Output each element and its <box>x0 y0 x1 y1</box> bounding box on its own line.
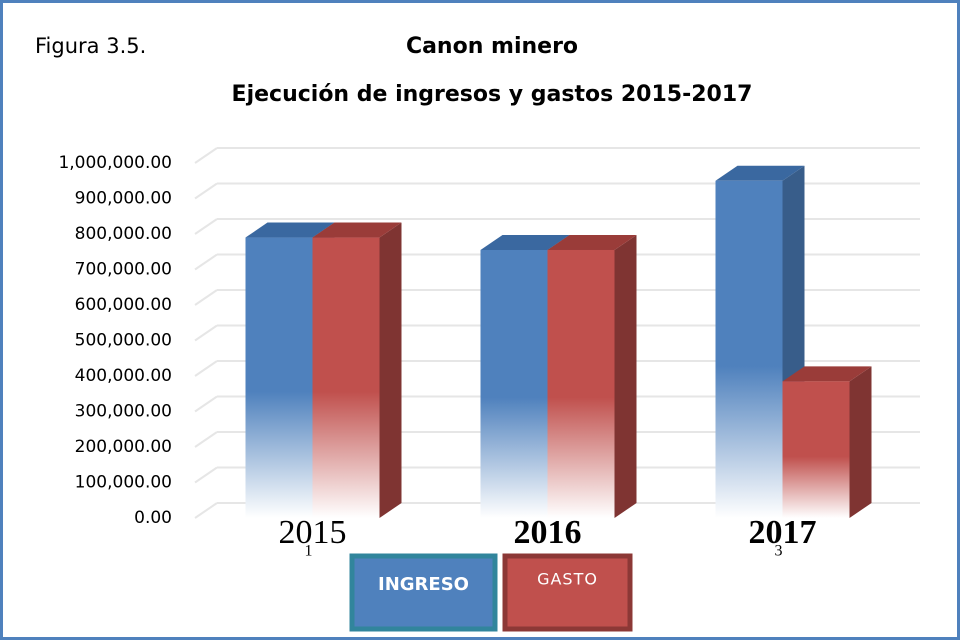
bar-side <box>614 234 637 518</box>
grid-line-side <box>194 147 218 164</box>
legend-label: INGRESO <box>378 574 469 595</box>
grid-line-side <box>194 502 218 519</box>
y-tick-label: 500,000.00 <box>75 331 172 351</box>
grid-line-side <box>194 253 218 271</box>
legend-swatch <box>349 553 498 632</box>
grid-line-side <box>194 466 218 484</box>
y-tick-label: 700,000.00 <box>75 260 172 280</box>
legend-swatch <box>502 553 633 632</box>
bar <box>480 249 548 518</box>
chart-title: Canon minero <box>406 34 578 59</box>
grid-line-side <box>194 431 218 448</box>
bar <box>312 237 380 519</box>
bar-top <box>480 234 570 250</box>
bar-top <box>715 165 805 181</box>
bar-top <box>782 366 872 382</box>
bar <box>715 180 783 518</box>
y-tick-label: 800,000.00 <box>75 224 172 244</box>
y-tick-label: 400,000.00 <box>75 366 172 386</box>
figure-label: Figura 3.5. <box>35 34 146 58</box>
x-index-label: 1 <box>305 543 313 560</box>
bar <box>547 249 615 518</box>
bar <box>782 381 850 518</box>
y-tick-label: 900,000.00 <box>75 189 172 209</box>
grid-line-side <box>194 182 218 200</box>
bar <box>245 237 313 519</box>
y-tick-label: 1,000,000.00 <box>58 153 172 173</box>
y-tick-label: 100,000.00 <box>75 473 172 493</box>
grid-line-side <box>194 218 218 235</box>
bar-top <box>245 222 335 238</box>
y-tick-label: 0.00 <box>134 508 172 528</box>
bar-top <box>547 234 637 250</box>
y-tick-label: 600,000.00 <box>75 295 172 315</box>
bar-side <box>379 222 402 519</box>
x-tick-label: 2015 <box>279 514 347 551</box>
grid-line-side <box>194 289 218 306</box>
bar-side <box>849 366 872 518</box>
x-tick-label: 2016 <box>514 514 582 551</box>
grid-line-side <box>194 395 218 413</box>
y-tick-label: 200,000.00 <box>75 437 172 457</box>
legend-label: GASTO <box>537 570 598 589</box>
x-index-label: 3 <box>775 543 783 560</box>
x-tick-label: 2017 <box>749 514 817 551</box>
grid-line-side <box>194 360 218 377</box>
grid-line-side <box>194 324 218 342</box>
y-tick-label: 300,000.00 <box>75 402 172 422</box>
chart-subtitle: Ejecución de ingresos y gastos 2015-2017 <box>232 82 753 107</box>
bar-top <box>312 222 402 238</box>
